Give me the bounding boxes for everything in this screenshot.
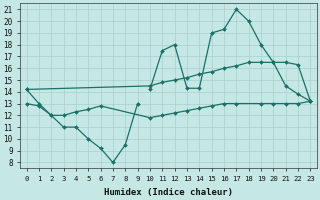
X-axis label: Humidex (Indice chaleur): Humidex (Indice chaleur) [104, 188, 233, 197]
